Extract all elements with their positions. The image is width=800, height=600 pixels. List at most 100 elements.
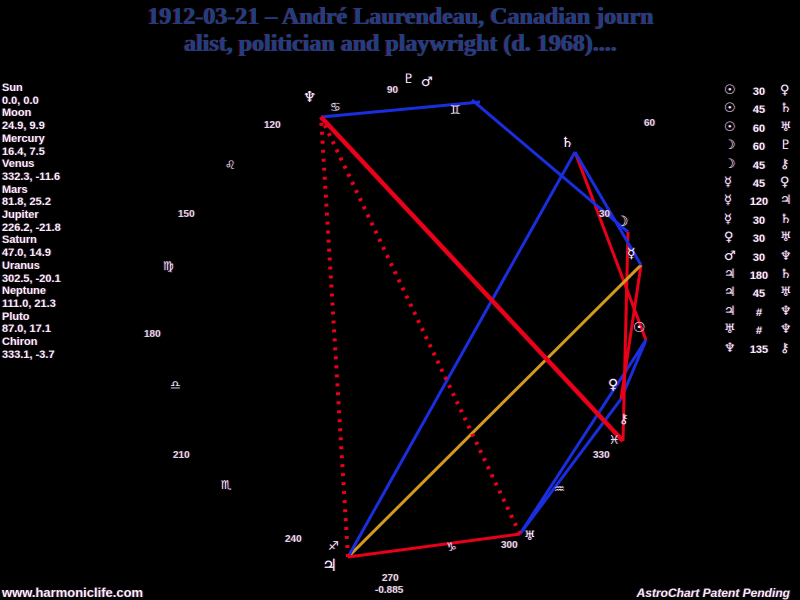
ephemeris-planet-values: 333.1, -3.7 bbox=[2, 348, 55, 361]
ra-tick-120: 120 bbox=[264, 120, 281, 131]
ephemeris-planet-values: 111.0, 21.3 bbox=[2, 297, 56, 310]
ephemeris-planet-values: 332.3, -11.6 bbox=[2, 170, 61, 183]
ephemeris-planet-name: Sun bbox=[2, 82, 23, 94]
moon-symbol: ☽ bbox=[724, 156, 736, 172]
ra-tick-270: 270 bbox=[382, 573, 399, 584]
zodiac-scorpio-glyph: ♏ bbox=[221, 478, 232, 492]
mars-glyph: ♂ bbox=[421, 75, 433, 90]
zodiac-virgo-glyph: ♍ bbox=[163, 259, 174, 273]
venus-symbol: ♀ bbox=[780, 175, 790, 190]
sun-symbol: ☉ bbox=[724, 119, 736, 135]
aspect-angle: 120 bbox=[749, 196, 769, 209]
jupiter-symbol: ♃ bbox=[724, 303, 736, 319]
neptune-symbol: ♆ bbox=[780, 322, 792, 338]
ra-tick-180: 180 bbox=[144, 329, 161, 340]
page-title: 1912-03-21 – André Laurendeau, Canadian … bbox=[0, 4, 800, 58]
patent-notice: AstroChart Patent Pending bbox=[636, 586, 790, 600]
ephemeris-planet-name: Jupiter bbox=[2, 209, 39, 221]
zodiac-cancer-glyph: ♋ bbox=[330, 100, 341, 114]
sun-symbol: ☉ bbox=[724, 101, 736, 117]
saturn-symbol: ♄ bbox=[780, 211, 792, 227]
aspect-angle: 45 bbox=[752, 288, 766, 301]
ephemeris-planet-values: 24.9, 9.9 bbox=[2, 120, 45, 133]
aspect-row: ♅ # ♆ bbox=[724, 323, 798, 341]
pluto-symbol: ♇ bbox=[780, 138, 792, 154]
neptune-glyph: ♆ bbox=[303, 88, 317, 106]
mercury-symbol: ☿ bbox=[724, 193, 732, 209]
ephemeris-planet-name: Chiron bbox=[2, 336, 38, 348]
mercury-symbol: ☿ bbox=[724, 175, 732, 190]
zodiac-leo-glyph: ♌ bbox=[225, 158, 236, 172]
aspect-line-venus-uranus bbox=[518, 398, 623, 535]
saturn-glyph: ♄ bbox=[561, 135, 574, 151]
mars-symbol: ♂ bbox=[724, 248, 736, 264]
aspect-line-jupiter-uranus bbox=[347, 532, 521, 559]
venus-glyph: ♀ bbox=[608, 377, 619, 393]
aspect-angle: 30 bbox=[752, 251, 766, 264]
aspect-line-uranus-neptune bbox=[319, 116, 522, 535]
aspect-line-mercury-jupiter bbox=[346, 263, 643, 559]
aspect-row: ♆ 135 ⚷ bbox=[724, 340, 798, 360]
aspect-row: ☿ 120 ♃ bbox=[724, 194, 798, 212]
website-url: www.harmoniclife.com bbox=[2, 585, 144, 600]
aspect-angle: 45 bbox=[752, 159, 766, 172]
chiron-glyph: ⚷ bbox=[619, 412, 629, 427]
aspect-angle: 30 bbox=[752, 233, 766, 246]
aspect-line-moon-pluto bbox=[471, 98, 629, 234]
ephemeris-planet-values: 0.0, 0.0 bbox=[2, 94, 39, 107]
zodiac-aquarius-glyph: ♒ bbox=[554, 482, 565, 496]
aspect-angle: # bbox=[755, 325, 763, 338]
ra-tick-300: 300 bbox=[501, 540, 518, 551]
aspect-row: ☿ 45 ♀ bbox=[724, 176, 798, 194]
jupiter-symbol: ♃ bbox=[724, 285, 736, 301]
chart-value-label: -0.885 bbox=[375, 585, 404, 596]
neptune-symbol: ♆ bbox=[724, 340, 736, 356]
aspect-row: ☉ 45 ♄ bbox=[724, 102, 798, 120]
ra-tick-240: 240 bbox=[285, 534, 302, 545]
chiron-symbol: ⚷ bbox=[780, 156, 790, 172]
aspect-line-mercury-saturn bbox=[573, 151, 643, 266]
aspect-angle: 30 bbox=[752, 214, 766, 227]
ephemeris-planet-name: Venus bbox=[2, 158, 35, 171]
aspect-angle: # bbox=[755, 306, 763, 319]
title-line-1: 1912-03-21 – André Laurendeau, Canadian … bbox=[146, 4, 654, 30]
aspect-angle: 45 bbox=[752, 178, 766, 190]
aspect-line-jupiter-saturn bbox=[346, 151, 577, 558]
sun-glyph: ☉ bbox=[633, 320, 646, 336]
zodiac-gemini-glyph: ♊ bbox=[450, 103, 461, 117]
ra-tick-150: 150 bbox=[178, 209, 195, 220]
uranus-glyph: ♅ bbox=[524, 529, 536, 544]
ephemeris-planet-name: Mercury bbox=[2, 132, 45, 145]
aspect-angle: 135 bbox=[749, 343, 769, 356]
ephemeris-planet-name: Pluto bbox=[2, 310, 30, 323]
jupiter-symbol: ♃ bbox=[724, 267, 736, 282]
saturn-symbol: ♄ bbox=[780, 101, 792, 117]
aspect-row: ♃ 180 ♄ bbox=[724, 268, 798, 286]
jupiter-symbol: ♃ bbox=[780, 193, 792, 209]
aspect-line-mercury-venus bbox=[619, 264, 643, 400]
ra-tick-90: 90 bbox=[387, 85, 399, 96]
moon-symbol: ☽ bbox=[724, 138, 736, 154]
sun-symbol: ☉ bbox=[724, 83, 736, 98]
aspect-angle: 60 bbox=[752, 141, 766, 154]
zodiac-sagittarius-glyph: ♐ bbox=[328, 539, 339, 553]
neptune-symbol: ♆ bbox=[780, 248, 792, 264]
aspect-line-mars-neptune bbox=[320, 100, 481, 119]
uranus-symbol: ♅ bbox=[780, 119, 792, 135]
neptune-symbol: ♆ bbox=[780, 303, 792, 319]
ephemeris-planet-name: Uranus bbox=[2, 259, 40, 272]
ephemeris-planet-values: 16.4, 7.5 bbox=[2, 145, 45, 158]
aspect-row: ☽ 60 ♇ bbox=[724, 139, 798, 157]
uranus-symbol: ♅ bbox=[724, 322, 736, 338]
zodiac-pisces-glyph: ♓ bbox=[609, 433, 620, 447]
aspect-row: ♃ # ♆ bbox=[724, 303, 798, 323]
ra-tick-330: 330 bbox=[593, 450, 610, 461]
aspect-row: ♃ 45 ♅ bbox=[724, 286, 798, 304]
aspect-row: ☽ 45 ⚷ bbox=[724, 156, 798, 176]
ra-tick-210: 210 bbox=[173, 450, 190, 461]
aspect-row: ☉ 30 ♀ bbox=[724, 84, 798, 102]
ephemeris-planet-values: 226.2, -21.8 bbox=[2, 221, 61, 234]
uranus-symbol: ♅ bbox=[780, 285, 792, 301]
